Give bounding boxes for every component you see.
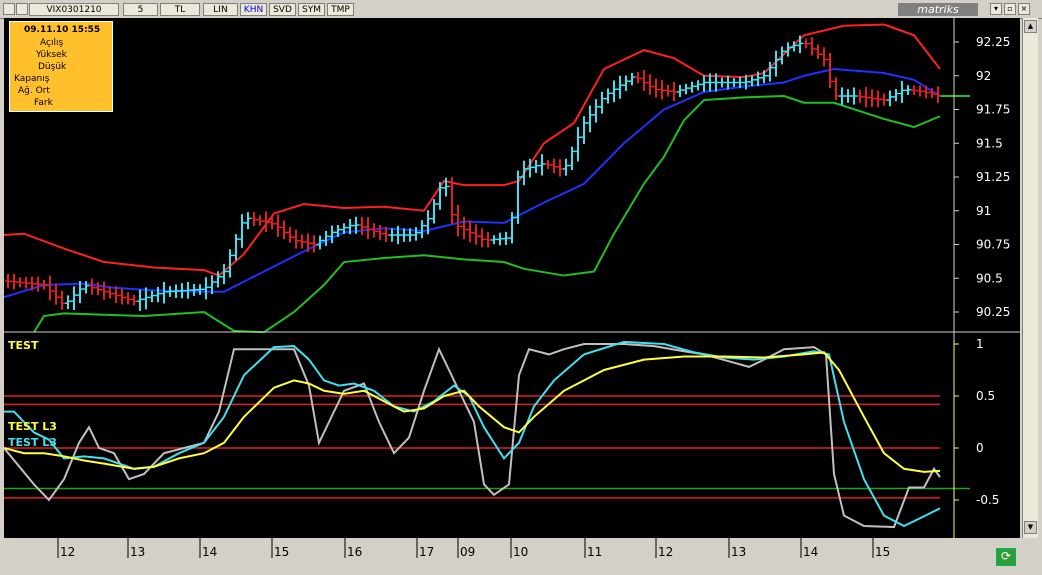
period-selector[interactable]: 5 [123, 3, 158, 16]
time-tick-label: 09 [460, 545, 475, 559]
minimize-icon[interactable]: ▾ [990, 3, 1002, 15]
time-tick-label: 11 [587, 545, 602, 559]
time-tick-label: 13 [731, 545, 746, 559]
upper-band-line [3, 23, 941, 277]
price-tick-label: 91.75 [976, 103, 1010, 117]
osc-tick-label: -0.5 [976, 493, 999, 507]
scroll-up-icon[interactable]: ▲ [1024, 20, 1037, 33]
info-datetime: 09.11.10 15:55 [24, 25, 101, 35]
price-oscillator-chart: 92.25 92 91.75 91.5 91.25 91 90.75 90.5 90.25 1 0.… [3, 18, 1020, 538]
vertical-scrollbar[interactable]: ▲ ▼ [1022, 18, 1038, 538]
time-tick-label: 15 [875, 545, 890, 559]
time-tick-label: 14 [803, 545, 818, 559]
osc-white-line [3, 343, 941, 529]
time-tick-label: 15 [274, 545, 289, 559]
khn-button[interactable]: KHN [240, 3, 267, 16]
price-tick-label: 91.25 [976, 170, 1010, 184]
info-label-avg: Ağ. Ort [18, 86, 50, 96]
close-chart-icon[interactable] [16, 3, 28, 15]
time-tick-label: 14 [202, 545, 217, 559]
time-tick-label: 13 [130, 545, 145, 559]
refresh-icon[interactable]: ⟳ [996, 548, 1016, 566]
symbol-selector[interactable]: VIX0301210 [29, 3, 119, 16]
time-tick-label: 12 [658, 545, 673, 559]
tmp-button[interactable]: TMP [327, 3, 354, 16]
price-tick-label: 90.25 [976, 305, 1010, 319]
scroll-down-icon[interactable]: ▼ [1024, 521, 1037, 534]
chart-toolbar: VIX0301210 5 TL LIN KHN SVD SYM TMP matr… [0, 0, 1042, 19]
price-tick-label: 92 [976, 69, 991, 83]
restore-icon[interactable]: ▫ [1004, 3, 1016, 15]
close-icon[interactable]: × [1018, 3, 1030, 15]
osc-tick-label: 0 [976, 441, 984, 455]
lower-band-line [33, 94, 941, 334]
osc-tick-label: 0.5 [976, 389, 995, 403]
currency-selector[interactable]: TL [160, 3, 200, 16]
price-tick-label: 90.75 [976, 238, 1010, 252]
osc-tick-label: 1 [976, 337, 984, 351]
svd-button[interactable]: SVD [269, 3, 296, 16]
info-label-diff: Fark [34, 98, 53, 108]
middle-band-line [3, 67, 941, 299]
info-panel: 09.11.10 15:55 Açılış Yüksek Düşük Kapan… [9, 21, 113, 112]
chart-menu-icon[interactable] [3, 3, 15, 15]
sym-button[interactable]: SYM [298, 3, 325, 16]
scale-selector[interactable]: LIN [203, 3, 238, 16]
time-tick-label: 16 [347, 545, 362, 559]
bottom-bar: 12 13 14 15 16 17 09 10 11 12 13 14 15 [0, 538, 1042, 571]
price-tick-label: 91 [976, 204, 991, 218]
indicator-label-test: TEST [8, 339, 39, 352]
info-label-high: Yüksek [36, 50, 67, 60]
info-label-low: Düşük [38, 62, 67, 72]
time-tick-label: 12 [60, 545, 75, 559]
indicator-label-test-l3-yellow: TEST L3 [8, 420, 57, 433]
time-axis: 12 13 14 15 16 17 09 10 11 12 13 14 15 [57, 538, 890, 559]
price-tick-label: 91.5 [976, 136, 1003, 150]
osc-yellow-line [3, 351, 941, 473]
price-tick-label: 92.25 [976, 35, 1010, 49]
time-tick-label: 10 [513, 545, 528, 559]
time-tick-label: 17 [419, 545, 434, 559]
indicator-label-test-l3-cyan: TEST L3 [8, 436, 57, 449]
price-tick-label: 90.5 [976, 271, 1003, 285]
brand-logo: matriks [898, 3, 978, 16]
info-label-open: Açılış [40, 38, 64, 48]
chart-canvas[interactable]: 92.25 92 91.75 91.5 91.25 91 90.75 90.5 90.25 1 0.… [3, 18, 1020, 538]
info-label-close: Kapanış [14, 74, 50, 84]
